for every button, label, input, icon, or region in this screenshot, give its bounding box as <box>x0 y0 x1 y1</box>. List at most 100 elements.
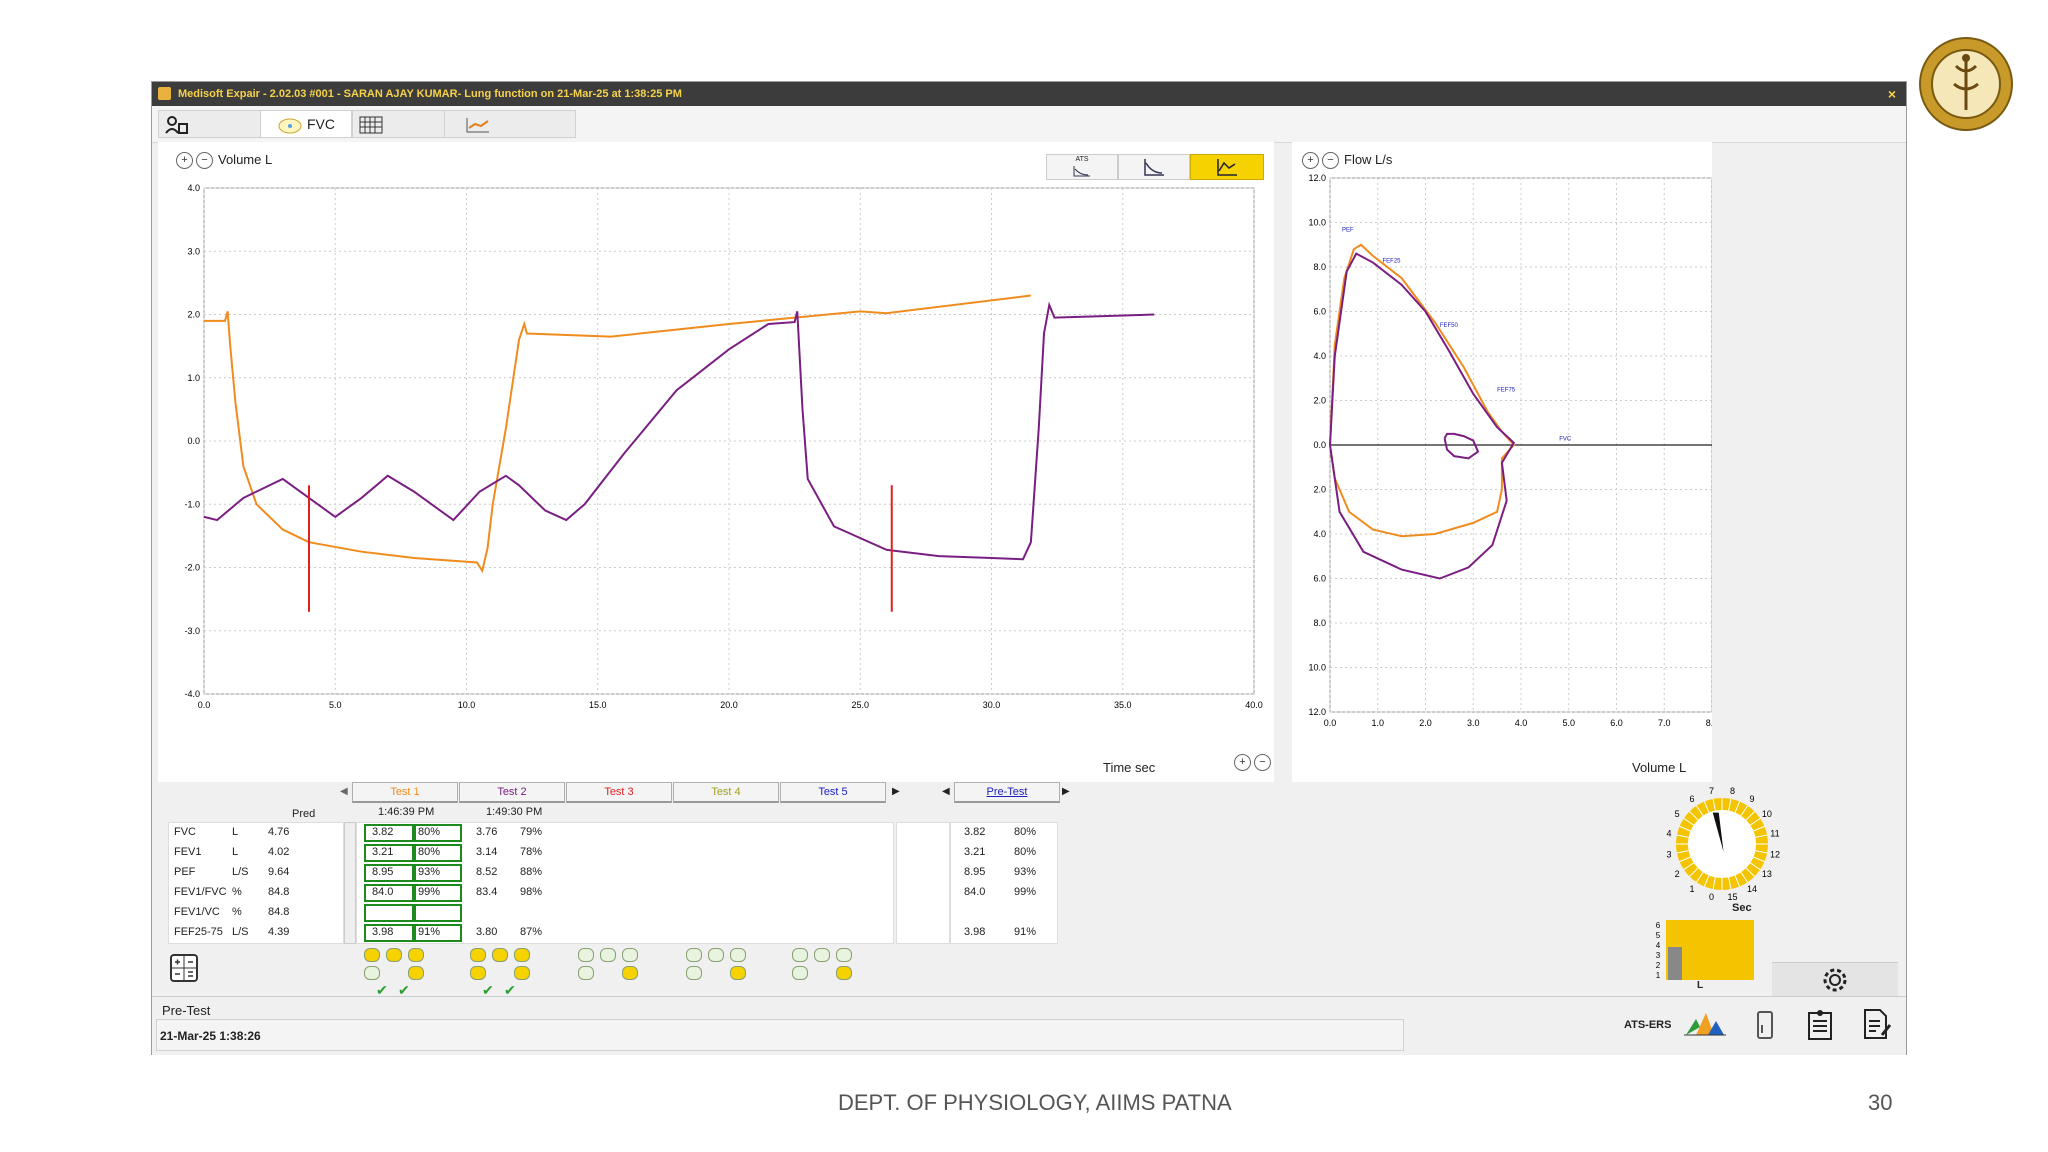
flow-zoom-out-icon[interactable]: − <box>1322 152 1339 169</box>
best-value-box <box>414 884 462 902</box>
tab-test-5[interactable]: Test 5 <box>780 782 886 803</box>
time-zoom-in-icon[interactable]: + <box>1234 754 1251 771</box>
row-5-prep: 91% <box>1014 926 1037 938</box>
flow-volume-plot[interactable]: 0.0 1.0 2.0 3.0 4.0 5.0 6.0 7.0 8.0 12.0 10.0 8.0 6.… <box>1292 172 1712 732</box>
table-scrollbar[interactable] <box>344 822 356 944</box>
gauge-number: 8 <box>1730 786 1735 796</box>
pretest-right-arrow[interactable]: ▶ <box>1062 786 1070 797</box>
gauge-number: 11 <box>1770 828 1779 838</box>
flow-annotation-fef50: FEF50 <box>1440 323 1459 329</box>
tab-test-4[interactable]: Test 4 <box>673 782 779 803</box>
volume-time-plot[interactable]: 0.0 5.0 10.0 15.0 20.0 25.0 30.0 35.0 40.0 4.0 3.0… <box>158 182 1274 722</box>
flow-time-view-button[interactable] <box>1118 154 1190 180</box>
gauge-tick <box>1728 877 1732 890</box>
row-3-t1p: 99% <box>418 886 441 898</box>
flow-y-tick-label: 10.0 <box>1308 663 1326 673</box>
spectrum-icon <box>1684 1013 1726 1036</box>
x-tick-label: 30.0 <box>983 700 1001 710</box>
zoom-out-icon[interactable]: − <box>196 152 213 169</box>
gauge-number: 4 <box>1667 828 1672 838</box>
volume-time-view-button[interactable] <box>1190 154 1264 180</box>
flow-y-tick-label: 4.0 <box>1313 529 1326 539</box>
gauge-tick <box>1734 875 1741 887</box>
best-value-box <box>414 924 462 942</box>
pretest-values-table <box>950 822 1058 944</box>
x-tick-label: 15.0 <box>589 700 607 710</box>
tab-pretest[interactable]: Pre-Test <box>954 782 1060 803</box>
volume-bar-fill <box>1668 947 1682 980</box>
gauge-tick <box>1679 825 1691 832</box>
row-2-t1p: 93% <box>418 866 441 878</box>
time-gauge: 0 1 2 3 4 5 6 7 8 9 10 11 12 13 14 15 <box>1642 782 1802 902</box>
volume-bar-tick: 2 <box>1656 961 1661 970</box>
gauge-tick <box>1740 871 1748 883</box>
volume-bar-tick: 6 <box>1656 921 1661 930</box>
test-1-time: 1:46:39 PM <box>378 806 435 818</box>
calculator-button[interactable] <box>170 954 198 982</box>
row-3-pred: 84.8 <box>268 886 290 898</box>
gauge-number: 5 <box>1675 809 1680 819</box>
tab-test-1[interactable]: Test 1 <box>352 782 458 803</box>
pretest-left-arrow[interactable]: ◀ <box>942 786 950 797</box>
flow-annotation-fef75: FEF75 <box>1497 388 1516 394</box>
test-values-table <box>356 822 894 944</box>
window-title: Medisoft Expair - 2.02.03 #001 - SARAN A… <box>178 88 682 100</box>
row-0-param: FVC <box>174 826 196 838</box>
row-2-t2: 8.52 <box>476 866 498 878</box>
volume-bar-tick: 3 <box>1656 951 1661 960</box>
flow-x-tick-label: 6.0 <box>1610 718 1623 728</box>
gauge-tick <box>1745 811 1755 821</box>
row-1-pre: 3.21 <box>964 846 986 858</box>
quality-indicator-icon <box>408 948 424 962</box>
row-3-param: FEV1/FVC <box>174 886 227 898</box>
flow-zoom-in-icon[interactable]: + <box>1302 152 1319 169</box>
settings-button[interactable] <box>1772 962 1898 997</box>
y-tick-label: 3.0 <box>187 246 200 256</box>
row-2-pred: 9.64 <box>268 866 290 878</box>
tabs-left-arrow[interactable]: ◀ <box>340 786 348 797</box>
device-icon <box>1757 1011 1773 1039</box>
best-value-box <box>414 824 462 842</box>
row-5-unit: L/S <box>232 926 249 938</box>
ats-view-button[interactable]: ATS <box>1046 154 1118 180</box>
zoom-in-icon[interactable]: + <box>176 152 193 169</box>
gauge-tick <box>1734 801 1741 813</box>
tab-trend[interactable] <box>444 110 576 138</box>
x-tick-label: 25.0 <box>851 700 869 710</box>
row-3-t2: 83.4 <box>476 886 498 898</box>
ats-view-label: ATS <box>1075 156 1089 163</box>
flow-axis-label: Flow L/s <box>1344 152 1393 167</box>
row-3-prep: 99% <box>1014 886 1037 898</box>
y-tick-label: 2.0 <box>187 310 200 320</box>
time-zoom-out-icon[interactable]: − <box>1254 754 1271 771</box>
tab-table[interactable] <box>352 110 450 138</box>
ats-ers-button[interactable] <box>1682 1009 1728 1045</box>
x-tick-label: 5.0 <box>329 700 342 710</box>
quality-indicator-icon <box>578 948 594 962</box>
slide-page-number: 30 <box>1868 1090 1893 1115</box>
quality-indicator-icon <box>814 948 830 962</box>
best-value-box <box>364 864 414 882</box>
notes-button[interactable] <box>1860 1007 1900 1047</box>
report-button[interactable] <box>1804 1007 1844 1047</box>
tab-test-2[interactable]: Test 2 <box>459 782 565 803</box>
patient-button[interactable] <box>158 110 266 138</box>
tab-fvc[interactable]: FVC <box>260 110 352 138</box>
close-icon[interactable]: × <box>1887 86 1896 102</box>
app-window: Medisoft Expair - 2.02.03 #001 - SARAN A… <box>151 81 1907 1055</box>
tab-test-3[interactable]: Test 3 <box>566 782 672 803</box>
row-0-t2: 3.76 <box>476 826 498 838</box>
row-5-pre: 3.98 <box>964 926 986 938</box>
test-tabs: Test 1 Test 2 Test 3 Test 4 Test 5 <box>352 782 886 804</box>
device-button[interactable] <box>1750 1009 1786 1045</box>
flow-series-2 <box>1329 252 1516 580</box>
quality-indicator-icon <box>514 966 530 980</box>
volume-bar-tick: 4 <box>1656 941 1661 950</box>
tab-test-1-label: Test 1 <box>390 786 420 798</box>
quality-indicator-icon <box>730 948 746 962</box>
quality-indicator-icon <box>686 966 702 980</box>
tabs-right-arrow[interactable]: ▶ <box>892 786 900 797</box>
row-3-pre: 84.0 <box>964 886 986 898</box>
time-axis-label: Time sec <box>1103 760 1156 775</box>
row-4-param: FEV1/VC <box>174 906 220 918</box>
